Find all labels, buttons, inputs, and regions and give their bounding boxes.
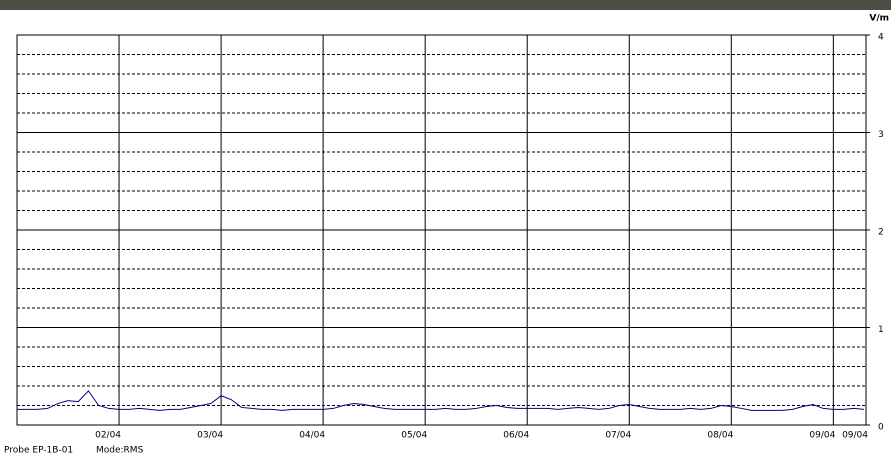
y-tick-label: 1 <box>878 325 884 335</box>
x-tick-label: 02/04 <box>95 431 121 441</box>
x-tick-label: 09/04 <box>842 431 868 441</box>
y-unit: V/m <box>869 14 889 24</box>
header-image-strip <box>0 0 891 10</box>
x-tick-label: 03/04 <box>197 431 223 441</box>
y-tick-label: 3 <box>878 130 884 140</box>
x-tick-label: 06/04 <box>503 431 529 441</box>
y-tick-label: 2 <box>878 228 884 238</box>
y-tick-label: 0 <box>878 423 884 433</box>
x-tick-label: 09/04 <box>809 431 835 441</box>
mode-label: Mode:RMS <box>96 446 144 456</box>
data-line <box>17 390 865 411</box>
x-tick-label: 08/04 <box>707 431 733 441</box>
y-tick-label: 4 <box>878 33 884 43</box>
x-tick-label: 04/04 <box>299 431 325 441</box>
probe-label: Probe EP-1B-01 <box>4 446 73 456</box>
x-tick-label: 07/04 <box>605 431 631 441</box>
x-tick-label: 05/04 <box>401 431 427 441</box>
